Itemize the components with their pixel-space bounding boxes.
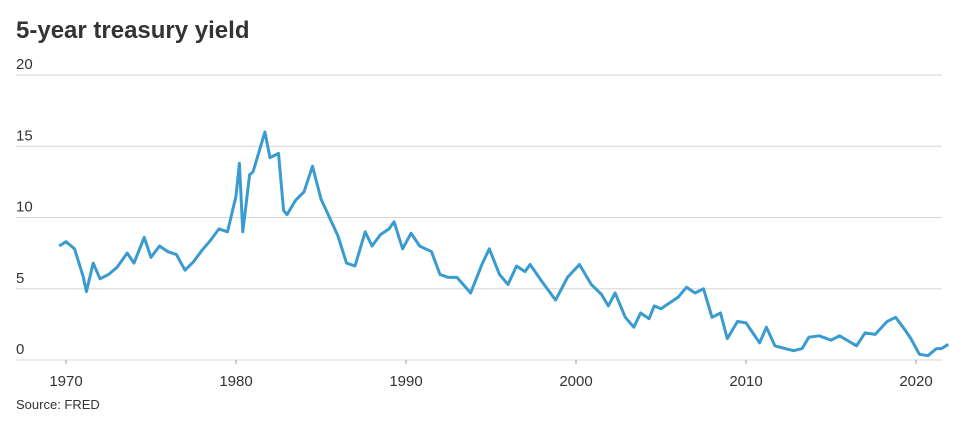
y-tick-label: 10 (16, 199, 33, 216)
x-tick-label: 1990 (389, 373, 422, 390)
x-tick-label: 1970 (49, 373, 82, 390)
data-line (58, 130, 950, 358)
x-tick-label: 2000 (559, 373, 592, 390)
y-tick-label: 15 (16, 127, 33, 144)
y-tick-label: 0 (16, 341, 24, 358)
chart-title: 5-year treasury yield (16, 17, 249, 44)
x-tick-label: 2010 (729, 373, 762, 390)
y-tick-label: 20 (16, 56, 33, 73)
x-tick-label: 1980 (219, 373, 252, 390)
y-tick-label: 5 (16, 270, 24, 287)
x-tick-label: 2020 (899, 373, 932, 390)
source-note: Source: FRED (16, 397, 100, 412)
